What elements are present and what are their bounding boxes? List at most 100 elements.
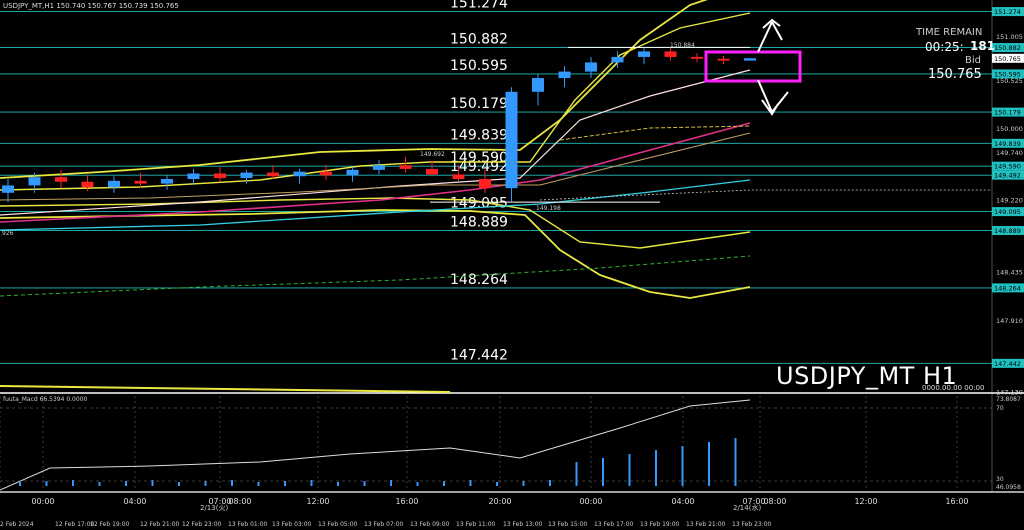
candle-body bbox=[187, 173, 200, 180]
date-axis-label: 13 Feb 01:00 bbox=[228, 521, 268, 528]
candle-body bbox=[664, 51, 677, 57]
upper-band-outer bbox=[0, 0, 708, 179]
level-label: 149.492 bbox=[450, 159, 508, 175]
high-mark-label: 150.884 bbox=[670, 42, 695, 49]
candle-body bbox=[293, 171, 306, 177]
axis-price: 149.220 bbox=[996, 197, 1023, 205]
time-remain-label: TIME REMAIN bbox=[916, 27, 983, 38]
date-axis-label: 13 Feb 05:00 bbox=[318, 521, 358, 528]
level-label: 150.595 bbox=[450, 58, 508, 74]
up-arrow bbox=[757, 18, 783, 53]
price-tag bbox=[992, 7, 1024, 17]
down-arrow bbox=[757, 79, 789, 116]
candle-body bbox=[505, 91, 518, 189]
candle-body bbox=[134, 180, 147, 184]
time-axis-label: 08:00 bbox=[763, 497, 786, 506]
axis-price: 149.740 bbox=[996, 149, 1023, 157]
macd-label: fuuta_Macd 66.5394 0.0000 bbox=[3, 396, 88, 403]
date-axis-label: 13 Feb 11:00 bbox=[456, 521, 496, 528]
price-tag bbox=[992, 43, 1024, 53]
macd-axis-30: 30 bbox=[996, 476, 1004, 483]
axis-price: 148.435 bbox=[996, 269, 1023, 277]
axis-price: 151.005 bbox=[996, 33, 1023, 41]
lower-yellow-edge bbox=[0, 385, 451, 393]
price-tag bbox=[992, 53, 1024, 63]
candle-body bbox=[55, 177, 67, 182]
price-tag-text: 149.095 bbox=[994, 208, 1021, 216]
candle-body bbox=[638, 51, 650, 57]
candle-body bbox=[214, 173, 226, 179]
date-axis-label: 13 Feb 03:00 bbox=[272, 521, 312, 528]
candle-body bbox=[161, 179, 173, 184]
date-axis-label: 13 Feb 13:00 bbox=[503, 521, 543, 528]
price-tag bbox=[992, 138, 1024, 148]
price-tag-text: 150.882 bbox=[994, 44, 1021, 52]
price-tag bbox=[992, 69, 1024, 79]
date-axis-label: 13 Feb 07:00 bbox=[364, 521, 404, 528]
price-tag-text: 150.595 bbox=[994, 70, 1021, 78]
candle-body bbox=[532, 78, 544, 92]
macd-axis-bottom: 46.0958 bbox=[996, 484, 1021, 491]
macd-axis-70: 70 bbox=[996, 405, 1004, 412]
left-mark-label: 926 bbox=[2, 230, 14, 237]
candle-body bbox=[426, 168, 438, 175]
price-tag bbox=[992, 226, 1024, 236]
price-tag-text: 149.492 bbox=[994, 172, 1021, 180]
candle-body bbox=[399, 165, 412, 169]
date-axis-label: 12 Feb 21:00 bbox=[140, 521, 180, 528]
level-label: 150.882 bbox=[450, 32, 508, 48]
date-axis-label: 13 Feb 23:00 bbox=[732, 521, 772, 528]
price-tag-text: 148.264 bbox=[994, 284, 1021, 292]
zero-readout: 0000.00.00 00:00 bbox=[922, 384, 985, 392]
axis-price: 147.910 bbox=[996, 317, 1023, 325]
date-mark-1: 2/13(火) bbox=[200, 504, 229, 512]
date-mark-2: 2/14(水) bbox=[733, 504, 762, 512]
price-tag-text: 149.839 bbox=[994, 140, 1021, 148]
candle-body bbox=[108, 180, 120, 188]
macd-axis-top: 73.8087 bbox=[996, 396, 1021, 403]
candle-body bbox=[585, 62, 597, 72]
time-remain-value: 00:25: bbox=[925, 40, 964, 54]
candle-body bbox=[452, 174, 465, 180]
axis-price: 150.000 bbox=[996, 125, 1023, 133]
time-axis-label: 08:00 bbox=[228, 497, 251, 506]
level-label: 150.179 bbox=[450, 96, 508, 112]
candle-body bbox=[346, 169, 359, 176]
date-axis-label: 12 Feb 19:00 bbox=[90, 521, 130, 528]
level-label: 149.839 bbox=[450, 127, 508, 143]
ma-pink-white bbox=[0, 69, 751, 216]
time-axis-label: 04:00 bbox=[671, 497, 694, 506]
time-axis-label: 16:00 bbox=[945, 497, 968, 506]
macd-signal-line bbox=[0, 399, 751, 491]
time-axis-label: 16:00 bbox=[395, 497, 418, 506]
date-axis-label: 13 Feb 09:00 bbox=[410, 521, 450, 528]
candle-body bbox=[479, 179, 491, 189]
symbol-watermark: USDJPY_MT H1 bbox=[776, 362, 958, 390]
upper-band-inner bbox=[0, 12, 751, 191]
level-label: 148.889 bbox=[450, 215, 508, 231]
price-tag-text: 150.179 bbox=[994, 109, 1021, 117]
ma-cyan bbox=[0, 179, 751, 231]
price-tag bbox=[992, 207, 1024, 217]
ma-tan bbox=[0, 132, 751, 201]
bid-value: 150.765 bbox=[928, 67, 982, 82]
date-axis-label: 13 Feb 21:00 bbox=[686, 521, 726, 528]
time-axis-label: 07:00 bbox=[208, 497, 231, 506]
time-overlay-digits: 181 bbox=[970, 39, 996, 53]
symbol-info: USDJPY_MT,H1 150.740 150.767 150.739 150… bbox=[3, 2, 179, 10]
axis-price: 150.525 bbox=[996, 77, 1023, 85]
date-axis-label: 2 Feb 2024 bbox=[0, 521, 34, 528]
candle-body bbox=[558, 71, 571, 79]
candle-body bbox=[320, 171, 332, 176]
ma-olive-dash bbox=[559, 125, 751, 141]
price-tag bbox=[992, 358, 1024, 368]
price-tag-text: 147.442 bbox=[994, 360, 1021, 368]
level-label: 151.274 bbox=[450, 0, 508, 12]
time-axis-label: 04:00 bbox=[123, 497, 146, 506]
candle-body bbox=[267, 172, 279, 177]
price-tag-text: 151.274 bbox=[994, 8, 1021, 16]
price-tag-text: 150.765 bbox=[994, 55, 1021, 63]
candle-body bbox=[717, 58, 730, 61]
